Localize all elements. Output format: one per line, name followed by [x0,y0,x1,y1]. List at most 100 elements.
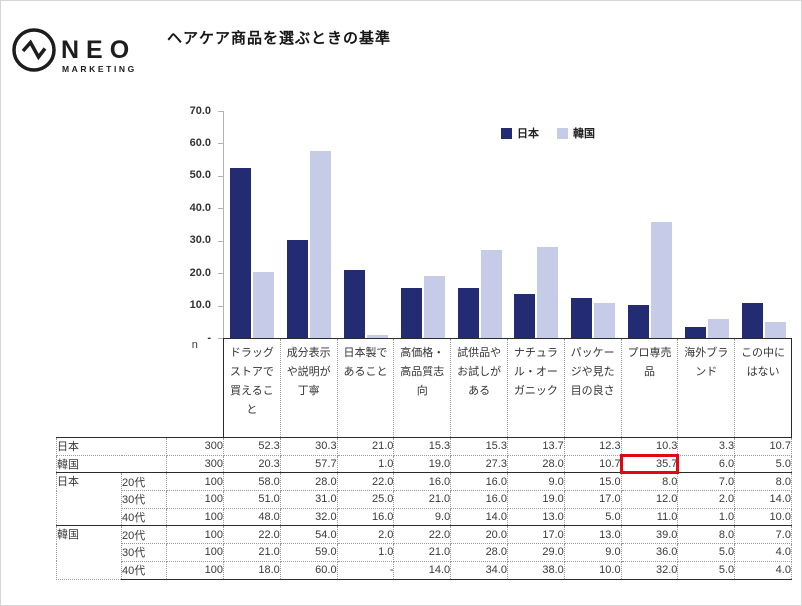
value-cell: 8.0 [677,525,736,545]
value-cell: 13.7 [506,437,565,456]
legend-item-korea: 韓国 [557,125,595,141]
bar [310,150,332,338]
value-cell: 16.0 [393,472,452,492]
value-cell: 7.0 [734,525,792,545]
value-cell: 16.0 [336,507,395,527]
legend-label-japan: 日本 [517,128,539,140]
group-label-cell: 韓国 [56,454,167,474]
n-value-cell: 100 [166,560,224,580]
bar [537,247,559,338]
table-column-header: パッケージや見た目の良さ [563,338,622,438]
bar [287,239,309,338]
value-cell: 31.0 [279,490,338,509]
age-label-cell: 20代 [121,525,167,545]
value-cell: 54.0 [279,525,338,545]
age-label-cell: 30代 [121,490,167,509]
table-row: 韓国 300 20.3 57.7 1.0 19.0 27.3 28.0 10.7 35.7 6.0 5… [56,454,792,474]
value-cell: 17.0 [506,525,565,545]
table-column-header: プロ専売品 [620,338,679,438]
y-axis-tick-label: 30.0 [189,234,211,247]
value-cell: 51.0 [223,490,281,509]
value-cell: 60.0 [279,560,338,580]
group-label-cell: 日本 [56,472,122,527]
value-cell: 19.0 [393,454,452,474]
value-cell: 32.0 [620,560,679,580]
value-cell: 28.0 [279,472,338,492]
n-value-cell: 300 [166,437,224,456]
value-cell: 5.0 [677,543,736,562]
bar [457,288,479,338]
value-cell: 20.0 [450,525,508,545]
y-axis-tick-label: 20.0 [189,266,211,279]
age-label-cell: 40代 [121,560,167,580]
value-cell: 27.3 [450,454,508,474]
age-label-cell: 30代 [121,543,167,562]
value-cell: 58.0 [223,472,281,492]
value-cell: 52.3 [223,437,281,456]
table-body: n ドラッグストアで買えること 成分表示や説明が丁寧 日本製であること 高価格・高品質… [56,338,792,580]
value-cell: 10.0 [563,560,622,580]
value-cell: 22.0 [393,525,452,545]
value-cell: 48.0 [223,507,281,527]
table-column-header: 海外ブランド [677,338,736,438]
brand-logo: NEO MARKETING [9,21,141,82]
value-cell: 36.0 [620,543,679,562]
y-axis-tick-mark [218,208,223,210]
value-cell: 25.0 [336,490,395,509]
header-empty-cell [57,339,167,438]
y-axis-tick-label: 50.0 [189,169,211,182]
bar-group [394,276,451,338]
value-cell: 2.0 [677,490,736,509]
value-cell: 38.0 [506,560,565,580]
page-title: ヘアケア商品を選ぶときの基準 [167,30,392,47]
bar [230,168,252,338]
value-cell: 16.0 [450,472,508,492]
bar [423,276,445,338]
table-column-header: ドラッグストアで買えること [223,338,281,438]
bar-group [735,303,792,338]
value-cell: 14.0 [450,507,508,527]
value-cell: 30.3 [279,437,338,456]
y-axis-tick-mark [218,338,223,339]
n-value-cell: 100 [166,472,224,492]
legend-swatch-japan [501,127,512,139]
value-cell: 9.0 [563,543,622,562]
value-cell: 12.3 [563,437,622,456]
value-cell: 14.0 [734,490,792,509]
value-cell: 20.3 [223,454,281,474]
brand-name: NEO [61,36,136,64]
value-cell: 13.0 [506,507,565,527]
table-row: 40代 100 18.0 60.0-14.0 34.0 38.0 10.0 32.0 5.0 4.… [57,560,792,580]
bar [741,303,763,338]
table-row: 日本 20代 100 58.0 28.0 22.0 16.0 16.0 9.0 15.0 8.0 7.… [56,472,792,527]
bar-group [338,269,395,338]
value-cell: 21.0 [393,543,452,562]
bar-group [508,247,565,338]
neo-marketing-logo-icon: NEO MARKETING [12,28,136,74]
value-cell: 21.0 [393,490,452,509]
n-value-cell: 100 [166,543,224,562]
table-column-header: 試供品やお試しがある [450,338,508,438]
value-cell: 29.0 [506,543,565,562]
n-value-cell: 100 [166,507,224,527]
value-cell: 57.7 [279,454,338,474]
value-cell: 15.3 [450,437,508,456]
table-row: 40代 100 48.0 32.0 16.0 9.0 14.0 13.0 5.0 11.0 1.0 1… [57,507,792,527]
bar [514,293,536,338]
value-cell: 5.0 [734,454,792,474]
plot-area [223,111,792,338]
table-row: 30代 100 51.0 31.0 25.0 21.0 16.0 19.0 17.0 12.0 2.… [57,490,792,509]
y-axis-tick-label: 60.0 [189,136,211,149]
table-column-header: 日本製であること [336,338,395,438]
value-cell: 16.0 [450,490,508,509]
y-axis-tick-label: 40.0 [189,201,211,214]
n-value-cell: 100 [166,525,224,545]
bar [366,334,388,338]
bar [684,327,706,338]
bar [707,318,729,338]
bar-group [281,150,338,338]
n-value-cell: 100 [166,490,224,509]
table-column-header: この中にはない [734,338,792,438]
group-label-cell: 日本 [56,437,167,456]
